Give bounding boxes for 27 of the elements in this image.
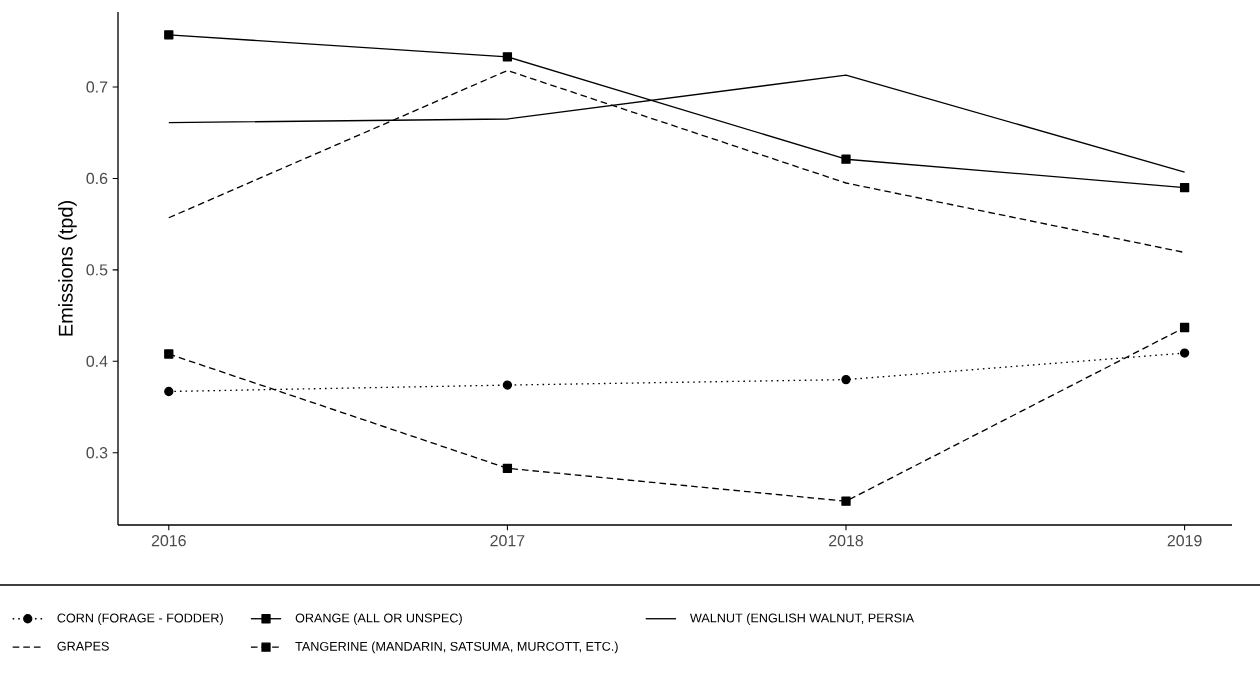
point — [164, 386, 174, 397]
legend-label: TANGERINE (MANDARIN, SATSUMA, MURCOTT, ETC.) — [295, 641, 618, 654]
y-tick-label: 0.5 — [86, 264, 108, 276]
point — [502, 380, 513, 390]
x-tick-label: 2018 — [829, 535, 864, 547]
legend-label: WALNUT (ENGLISH WALNUT, PERSIA — [689, 613, 915, 625]
legend-label: ORANGE (ALL OR UNSPEC) — [295, 613, 462, 625]
legend-label: GRAPES — [57, 641, 109, 651]
y-tick-label: 0.6 — [86, 172, 108, 185]
point — [164, 30, 174, 40]
x-tick-label: 2016 — [151, 535, 186, 547]
x-tick-label: 2019 — [1167, 535, 1202, 547]
y-tick-label: 0.7 — [86, 81, 108, 93]
x-tick-label: 2017 — [490, 535, 525, 547]
point — [502, 52, 513, 62]
y-tick-label: 0.3 — [86, 447, 108, 459]
y-axis-title: Emissions (tpd) — [58, 201, 77, 336]
y-tick-label: 0.4 — [86, 355, 108, 367]
point — [1179, 348, 1190, 358]
point — [1179, 322, 1190, 333]
point — [841, 154, 851, 164]
point — [1179, 182, 1190, 193]
point — [502, 463, 513, 473]
point — [841, 374, 851, 385]
point — [164, 349, 174, 359]
legend-label: CORN (FORAGE - FODDER) — [57, 613, 223, 625]
point — [841, 496, 851, 506]
